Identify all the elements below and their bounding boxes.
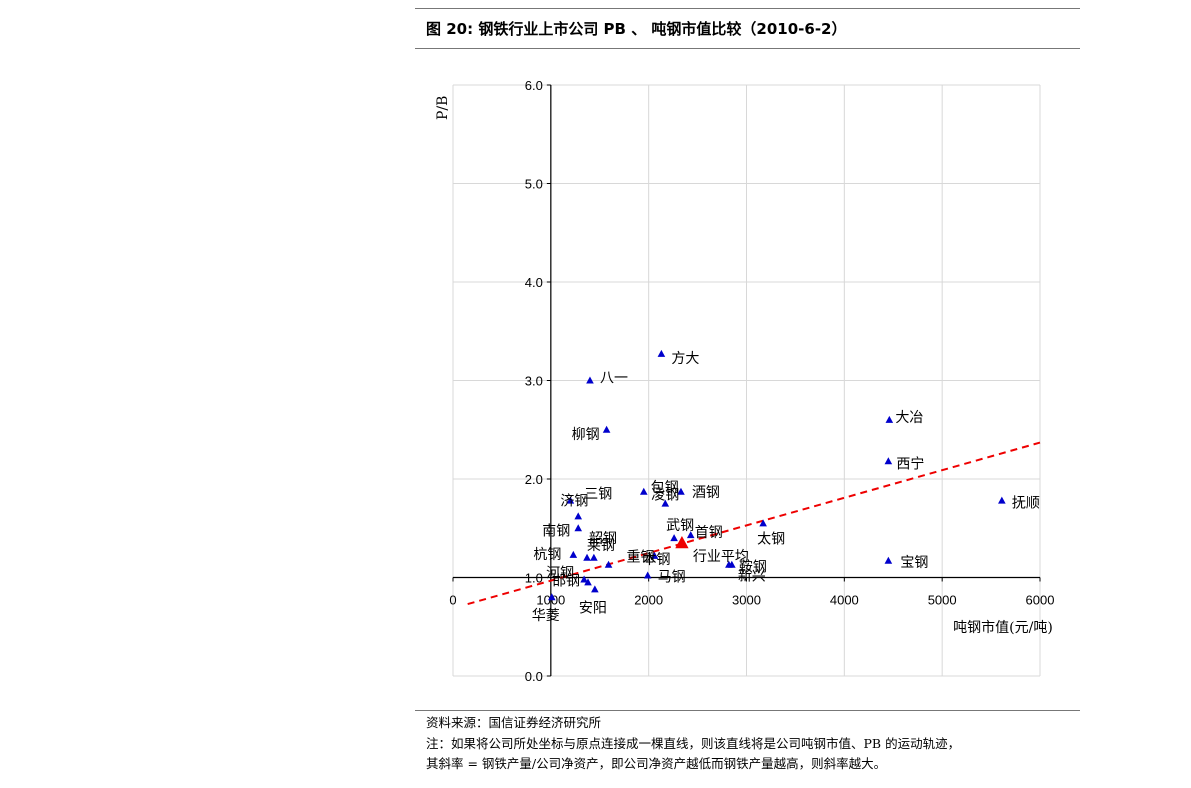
- data-point: [998, 496, 1006, 504]
- footer-rule: [415, 710, 1080, 711]
- y-tick-label: 0.0: [525, 669, 543, 684]
- data-point: [569, 550, 578, 558]
- point-label: 酒钢: [692, 485, 720, 501]
- y-tick-label: 5.0: [525, 177, 543, 192]
- point-label: 莱钢: [587, 538, 615, 554]
- point-label: 包钢: [651, 480, 679, 496]
- average-label: 行业平均: [693, 549, 749, 565]
- point-label: 韶钢: [589, 531, 617, 547]
- data-point: [574, 524, 583, 532]
- y-tick-label: 1.0: [525, 571, 543, 586]
- y-tick-label: 6.0: [525, 78, 543, 93]
- point-label: 邯钢: [552, 573, 580, 589]
- data-point: [602, 425, 611, 433]
- point-label: 南钢: [542, 523, 570, 539]
- point-label: 大冶: [895, 410, 923, 426]
- data-point: [583, 553, 591, 561]
- x-tick-label: 0: [449, 593, 456, 608]
- data-point: [661, 499, 670, 507]
- point-label: 三钢: [584, 486, 612, 502]
- data-point: [884, 457, 893, 465]
- data-point: [686, 531, 695, 539]
- data-point: [604, 560, 613, 568]
- data-points: [548, 349, 1006, 601]
- x-axis-label: 吨钢市值(元/吨): [953, 619, 1053, 636]
- data-point: [548, 593, 556, 601]
- data-point: [759, 519, 767, 527]
- data-point: [650, 551, 659, 559]
- point-label: 抚顺: [1012, 496, 1040, 512]
- data-point: [590, 553, 598, 561]
- point-label: 方大: [671, 351, 699, 367]
- data-point: [643, 571, 652, 579]
- data-point: [586, 376, 594, 384]
- data-point: [580, 575, 588, 583]
- data-point: [728, 560, 736, 568]
- note-line-1: 注：如果将公司所处坐标与原点连接成一棵直线，则该直线将是公司吨钢市值、PB 的运…: [426, 736, 961, 751]
- title-rule: [415, 48, 1080, 49]
- y-tick-label: 4.0: [525, 275, 543, 290]
- point-label: 重钢: [627, 550, 655, 566]
- trendline: [467, 441, 1041, 606]
- point-label: 西宁: [896, 455, 924, 472]
- point-label: 太钢: [757, 531, 785, 547]
- axes: [452, 84, 1041, 677]
- data-point: [885, 415, 894, 423]
- point-label: 本钢: [643, 552, 671, 568]
- average-point: [675, 536, 689, 549]
- point-label: 华菱: [532, 608, 560, 624]
- point-label: 柳钢: [572, 426, 600, 443]
- point-label: 安阳: [579, 600, 607, 616]
- data-point: [657, 349, 666, 357]
- data-point: [677, 487, 685, 495]
- data-point: [591, 585, 599, 593]
- point-label: 济钢: [560, 494, 588, 510]
- point-label: 首钢: [695, 525, 723, 541]
- figure-title: 图 20: 钢铁行业上市公司 PB 、 吨钢市值比较（2010-6-2）: [426, 20, 847, 38]
- top-rule: [415, 8, 1080, 9]
- data-point: [670, 534, 678, 542]
- x-tick-label: 3000: [732, 593, 761, 608]
- point-label: 马钢: [658, 570, 686, 586]
- note-line-2: 其斜率 = 钢铁产量/公司净资产，即公司净资产越低而钢铁产量越高，则斜率越大。: [426, 756, 887, 771]
- trendline-path: [467, 441, 1041, 606]
- x-tick-label: 2000: [634, 593, 663, 608]
- tick-labels: 0.01.02.03.04.05.06.00100020003000400050…: [449, 78, 1054, 684]
- data-point: [566, 496, 575, 504]
- source-note: 资料来源：国信证券经济研究所: [426, 715, 602, 730]
- point-label: 八一: [600, 371, 628, 387]
- point-label: 宝钢: [900, 555, 928, 571]
- y-tick-label: 3.0: [525, 374, 543, 389]
- data-point: [584, 578, 592, 586]
- y-tick-label: 2.0: [525, 472, 543, 487]
- point-label: 鞍钢: [739, 560, 767, 576]
- point-label: 新兴: [738, 569, 766, 585]
- data-point: [574, 512, 583, 520]
- point-label: 凌钢: [651, 488, 679, 504]
- data-point: [884, 556, 893, 564]
- x-tick-label: 6000: [1026, 593, 1055, 608]
- x-tick-label: 4000: [830, 593, 859, 608]
- data-point: [639, 487, 648, 495]
- point-label: 武钢: [666, 518, 694, 534]
- point-label: 河钢: [546, 565, 574, 581]
- y-axis-label: P/B: [435, 96, 451, 120]
- x-tick-label: 5000: [928, 593, 957, 608]
- point-label: 杭钢: [533, 547, 561, 563]
